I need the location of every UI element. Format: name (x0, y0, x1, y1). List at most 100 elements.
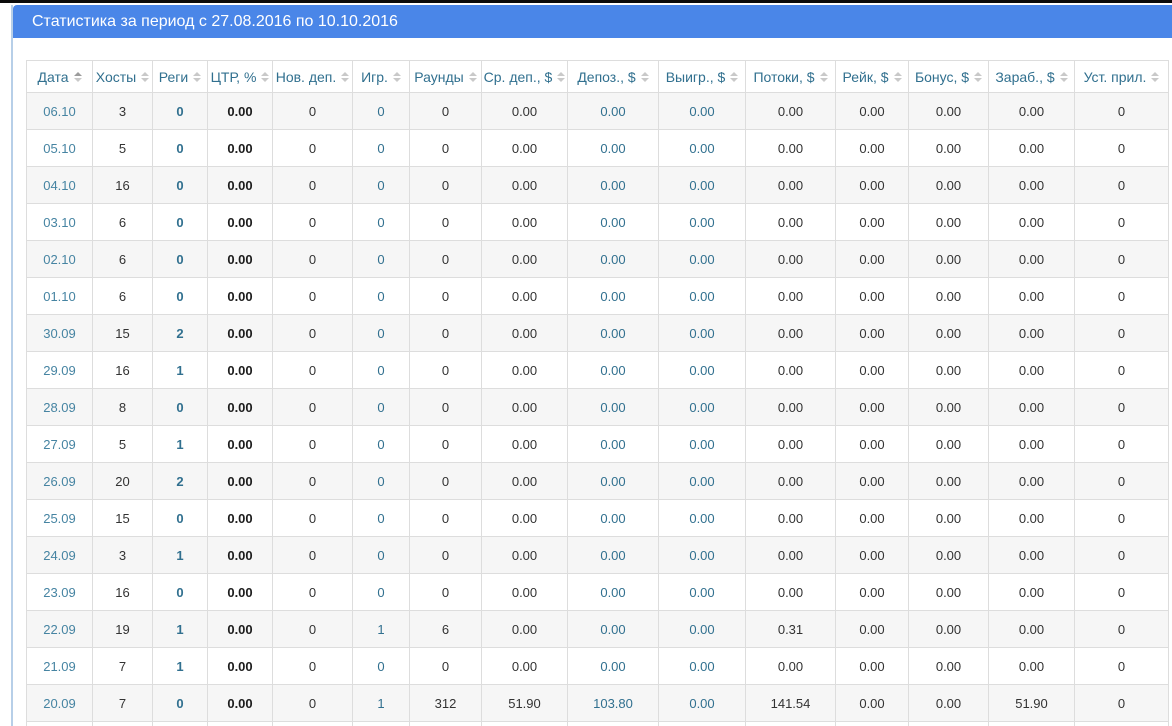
column-header-regs[interactable]: Реги (152, 60, 208, 93)
cell-regs[interactable]: 0 (152, 203, 208, 241)
cell-regs[interactable]: 1 (152, 647, 208, 685)
cell-regs[interactable] (152, 721, 208, 726)
cell-players[interactable]: 0 (352, 166, 410, 204)
cell-deposits[interactable]: 0.00 (567, 351, 659, 389)
cell-regs[interactable]: 1 (152, 425, 208, 463)
sort-icon[interactable] (193, 71, 202, 82)
cell-date[interactable]: 28.09 (26, 388, 93, 426)
cell-regs[interactable]: 1 (152, 351, 208, 389)
cell-deposits[interactable]: 0.00 (567, 166, 659, 204)
cell-regs[interactable]: 0 (152, 499, 208, 537)
cell-winnings[interactable]: 0.00 (658, 129, 746, 167)
sort-icon[interactable] (974, 71, 983, 82)
cell-deposits[interactable]: 0.00 (567, 92, 659, 130)
cell-deposits[interactable]: 0.00 (567, 388, 659, 426)
cell-winnings[interactable]: 0.00 (658, 240, 746, 278)
cell-date[interactable]: 21.09 (26, 647, 93, 685)
cell-date[interactable]: 30.09 (26, 314, 93, 352)
cell-winnings[interactable]: 0.00 (658, 314, 746, 352)
cell-deposits[interactable]: 103.80 (567, 684, 659, 722)
cell-date[interactable]: 26.09 (26, 462, 93, 500)
cell-players[interactable]: 0 (352, 277, 410, 315)
cell-winnings[interactable]: 0.00 (658, 684, 746, 722)
cell-players[interactable]: 0 (352, 129, 410, 167)
cell-winnings[interactable]: 0.00 (658, 277, 746, 315)
cell-players[interactable]: 0 (352, 240, 410, 278)
cell-players[interactable]: 0 (352, 92, 410, 130)
cell-players[interactable]: 1 (352, 610, 410, 648)
cell-winnings[interactable]: 0.00 (658, 425, 746, 463)
cell-deposits[interactable]: 0.00 (567, 277, 659, 315)
column-header-bonus[interactable]: Бонус, $ (908, 60, 989, 93)
cell-regs[interactable]: 0 (152, 684, 208, 722)
cell-winnings[interactable]: 0.00 (658, 462, 746, 500)
sort-icon[interactable] (893, 71, 902, 82)
cell-regs[interactable]: 0 (152, 388, 208, 426)
cell-regs[interactable]: 2 (152, 314, 208, 352)
column-header-rake[interactable]: Рейк, $ (835, 60, 909, 93)
column-header-deposits[interactable]: Депоз., $ (567, 60, 659, 93)
cell-winnings[interactable]: 0.00 (658, 499, 746, 537)
sort-icon[interactable] (1151, 71, 1160, 82)
cell-regs[interactable]: 1 (152, 610, 208, 648)
sort-icon[interactable] (640, 71, 649, 82)
cell-date[interactable]: 25.09 (26, 499, 93, 537)
column-header-flows[interactable]: Потоки, $ (745, 60, 836, 93)
cell-date[interactable] (26, 721, 93, 726)
sort-icon[interactable] (341, 71, 350, 82)
cell-winnings[interactable]: 0.00 (658, 573, 746, 611)
sort-icon[interactable] (819, 71, 828, 82)
cell-deposits[interactable] (567, 721, 659, 726)
cell-players[interactable]: 0 (352, 462, 410, 500)
cell-date[interactable]: 29.09 (26, 351, 93, 389)
column-header-date[interactable]: Дата (26, 60, 93, 93)
cell-regs[interactable]: 0 (152, 129, 208, 167)
column-header-players[interactable]: Игр. (352, 60, 410, 93)
cell-date[interactable]: 27.09 (26, 425, 93, 463)
cell-regs[interactable]: 0 (152, 92, 208, 130)
cell-regs[interactable]: 0 (152, 573, 208, 611)
cell-regs[interactable]: 1 (152, 536, 208, 574)
cell-regs[interactable]: 2 (152, 462, 208, 500)
sort-icon[interactable] (141, 71, 150, 82)
cell-regs[interactable]: 0 (152, 277, 208, 315)
cell-deposits[interactable]: 0.00 (567, 536, 659, 574)
cell-players[interactable]: 0 (352, 499, 410, 537)
cell-date[interactable]: 01.10 (26, 277, 93, 315)
column-header-earnings[interactable]: Зараб., $ (988, 60, 1075, 93)
cell-winnings[interactable]: 0.00 (658, 166, 746, 204)
cell-deposits[interactable]: 0.00 (567, 425, 659, 463)
cell-players[interactable]: 1 (352, 684, 410, 722)
sort-icon[interactable] (73, 71, 82, 82)
cell-winnings[interactable]: 0.00 (658, 92, 746, 130)
column-header-hosts[interactable]: Хосты (92, 60, 153, 93)
cell-players[interactable] (352, 721, 410, 726)
cell-players[interactable]: 0 (352, 203, 410, 241)
cell-date[interactable]: 24.09 (26, 536, 93, 574)
cell-deposits[interactable]: 0.00 (567, 240, 659, 278)
cell-date[interactable]: 05.10 (26, 129, 93, 167)
cell-winnings[interactable]: 0.00 (658, 351, 746, 389)
cell-date[interactable]: 20.09 (26, 684, 93, 722)
cell-players[interactable]: 0 (352, 314, 410, 352)
cell-deposits[interactable]: 0.00 (567, 129, 659, 167)
column-header-avg-deposit[interactable]: Ср. деп., $ (481, 60, 568, 93)
cell-deposits[interactable]: 0.00 (567, 203, 659, 241)
cell-winnings[interactable]: 0.00 (658, 536, 746, 574)
cell-winnings[interactable]: 0.00 (658, 203, 746, 241)
sort-icon[interactable] (1059, 71, 1068, 82)
column-header-installs[interactable]: Уст. прил. (1074, 60, 1169, 93)
cell-players[interactable]: 0 (352, 425, 410, 463)
cell-date[interactable]: 02.10 (26, 240, 93, 278)
cell-deposits[interactable]: 0.00 (567, 499, 659, 537)
cell-date[interactable]: 06.10 (26, 92, 93, 130)
cell-winnings[interactable] (658, 721, 746, 726)
sort-icon[interactable] (261, 71, 270, 82)
cell-date[interactable]: 23.09 (26, 573, 93, 611)
cell-date[interactable]: 03.10 (26, 203, 93, 241)
sort-icon[interactable] (468, 71, 477, 82)
cell-date[interactable]: 22.09 (26, 610, 93, 648)
sort-icon[interactable] (557, 71, 566, 82)
cell-regs[interactable]: 0 (152, 166, 208, 204)
cell-players[interactable]: 0 (352, 536, 410, 574)
